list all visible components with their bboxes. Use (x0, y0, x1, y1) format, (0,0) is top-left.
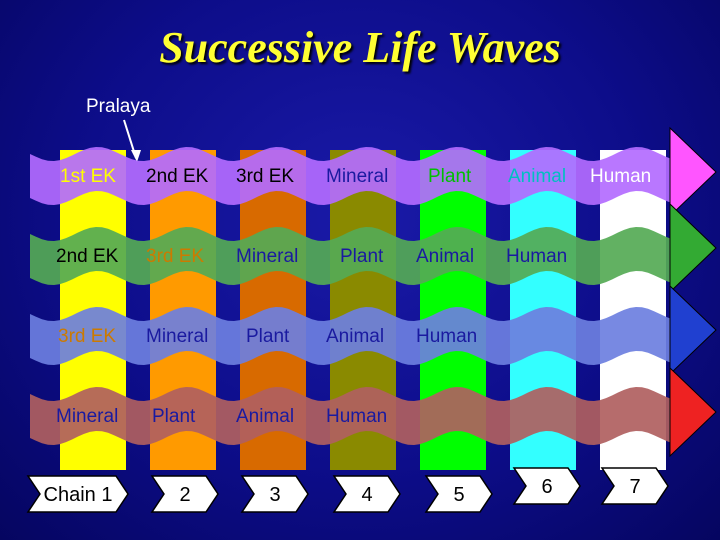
wave-3-label-2: Mineral (146, 326, 208, 347)
chain-marker-3: 3 (240, 475, 309, 513)
wave-arrow-1 (669, 126, 717, 218)
wave-1-label-7: Human (590, 166, 651, 187)
wave-3-label-4: Animal (326, 326, 384, 347)
chain-marker-box-4 (332, 475, 401, 513)
chain-marker-box-2 (150, 475, 219, 513)
wave-3-label-1: 3rd EK (58, 326, 116, 347)
wave-2-label-5: Animal (416, 246, 474, 267)
wave-2-label-2: 3rd EK (146, 246, 204, 267)
wave-1-label-2: 2nd EK (146, 166, 209, 187)
chain-marker-box-1 (26, 475, 129, 513)
chain-marker-6: 6 (512, 467, 581, 505)
chain-label-2: 2 (179, 484, 190, 506)
wave-2-label-4: Plant (340, 246, 384, 267)
life-wave-4: Mineral Plant Animal Human (30, 387, 672, 445)
wave-band-1 (30, 147, 672, 205)
chain-label-5: 5 (453, 484, 464, 506)
wave-3-label-5: Human (416, 326, 477, 347)
chain-marker-4: 4 (332, 475, 401, 513)
chain-markers: Chain 1 2 3 4 5 6 7 (26, 467, 669, 513)
chain-marker-box-6 (512, 467, 581, 505)
page-title: Successive Life Waves (159, 23, 561, 72)
chain-marker-box-5 (424, 475, 493, 513)
wave-4-label-1: Mineral (56, 406, 118, 427)
pralaya-label: Pralaya (86, 96, 151, 117)
wave-arrows (669, 126, 717, 458)
wave-3-label-3: Plant (246, 326, 290, 347)
chain-marker-1: Chain 1 (26, 475, 129, 513)
wave-arrow-4 (669, 366, 717, 458)
wave-4-label-3: Animal (236, 406, 294, 427)
chain-marker-5: 5 (424, 475, 493, 513)
chain-label-7: 7 (629, 476, 640, 498)
chain-label-6: 6 (541, 476, 552, 498)
life-wave-2: 2nd EK 3rd EK Mineral Plant Animal Human (30, 227, 672, 285)
chain-marker-7: 7 (600, 467, 669, 505)
wave-1-label-6: Animal (508, 166, 566, 187)
life-wave-bands: 1st EK 2nd EK 3rd EK Mineral Plant Animal Huma… (30, 147, 672, 445)
wave-band-3 (30, 307, 672, 365)
chain-marker-box-3 (240, 475, 309, 513)
chain-label-1: Chain 1 (44, 484, 113, 506)
wave-1-label-5: Plant (428, 166, 472, 187)
chain-marker-2: 2 (150, 475, 219, 513)
wave-1-label-4: Mineral (326, 166, 388, 187)
wave-4-label-4: Human (326, 406, 387, 427)
wave-2-label-3: Mineral (236, 246, 298, 267)
wave-2-label-1: 2nd EK (56, 246, 119, 267)
wave-1-label-3: 3rd EK (236, 166, 294, 187)
wave-arrow-3 (669, 284, 717, 376)
wave-1-label-1: 1st EK (60, 166, 116, 187)
chain-label-4: 4 (361, 484, 372, 506)
life-wave-1: 1st EK 2nd EK 3rd EK Mineral Plant Animal Huma… (30, 147, 672, 205)
life-wave-3: 3rd EK Mineral Plant Animal Human (30, 307, 672, 365)
wave-band-4 (30, 387, 672, 445)
chain-label-3: 3 (269, 484, 280, 506)
wave-4-label-2: Plant (152, 406, 196, 427)
pralaya-pointer-head (131, 150, 141, 162)
chain-marker-box-7 (600, 467, 669, 505)
wave-band-2 (30, 227, 672, 285)
wave-2-label-6: Human (506, 246, 567, 267)
wave-arrow-2 (669, 202, 717, 294)
